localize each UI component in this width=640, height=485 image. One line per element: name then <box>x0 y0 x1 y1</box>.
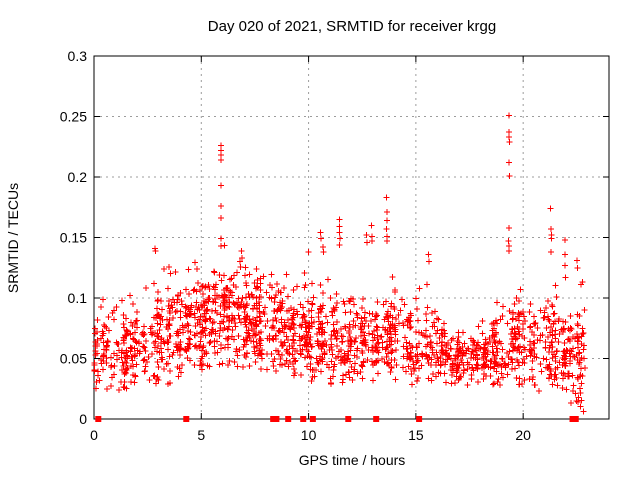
x-tick-label: 10 <box>301 427 317 443</box>
data-points <box>91 112 588 422</box>
x-tick-label: 15 <box>408 427 424 443</box>
scatter-plus-markers <box>91 112 588 415</box>
tick-marks <box>93 55 609 420</box>
zero-value-marker <box>569 416 576 422</box>
y-tick-label: 0.05 <box>60 351 87 367</box>
y-tick-label: 0.15 <box>60 230 87 246</box>
y-tick-label: 0.3 <box>68 48 88 64</box>
y-axis-label: SRMTID / TECUs <box>5 183 21 293</box>
zero-value-marker <box>345 416 352 422</box>
zero-value-marker <box>300 416 307 422</box>
y-tick-label: 0.1 <box>68 290 88 306</box>
chart-title: Day 020 of 2021, SRMTID for receiver krg… <box>208 18 496 35</box>
x-tick-label: 20 <box>515 427 531 443</box>
x-tick-label: 0 <box>90 427 98 443</box>
y-tick-label: 0.2 <box>68 169 88 185</box>
zero-value-marker <box>285 416 292 422</box>
zero-value-marker <box>572 416 579 422</box>
zero-value-marker <box>270 416 277 422</box>
zero-value-marker <box>183 416 190 422</box>
y-tick-label: 0 <box>79 411 87 427</box>
zero-value-marker <box>373 416 380 422</box>
x-tick-label: 5 <box>197 427 205 443</box>
zero-value-marker <box>273 416 280 422</box>
zero-value-marker <box>416 416 423 422</box>
gridlines <box>94 56 609 419</box>
y-tick-labels: 0 0.05 0.1 0.15 0.2 0.25 0.3 <box>60 48 87 427</box>
zero-value-marker <box>95 416 102 422</box>
x-axis-label: GPS time / hours <box>299 452 406 468</box>
x-tick-labels: 0 5 10 15 20 <box>90 427 531 443</box>
zero-value-marker <box>309 416 316 422</box>
y-tick-label: 0.25 <box>60 109 87 125</box>
